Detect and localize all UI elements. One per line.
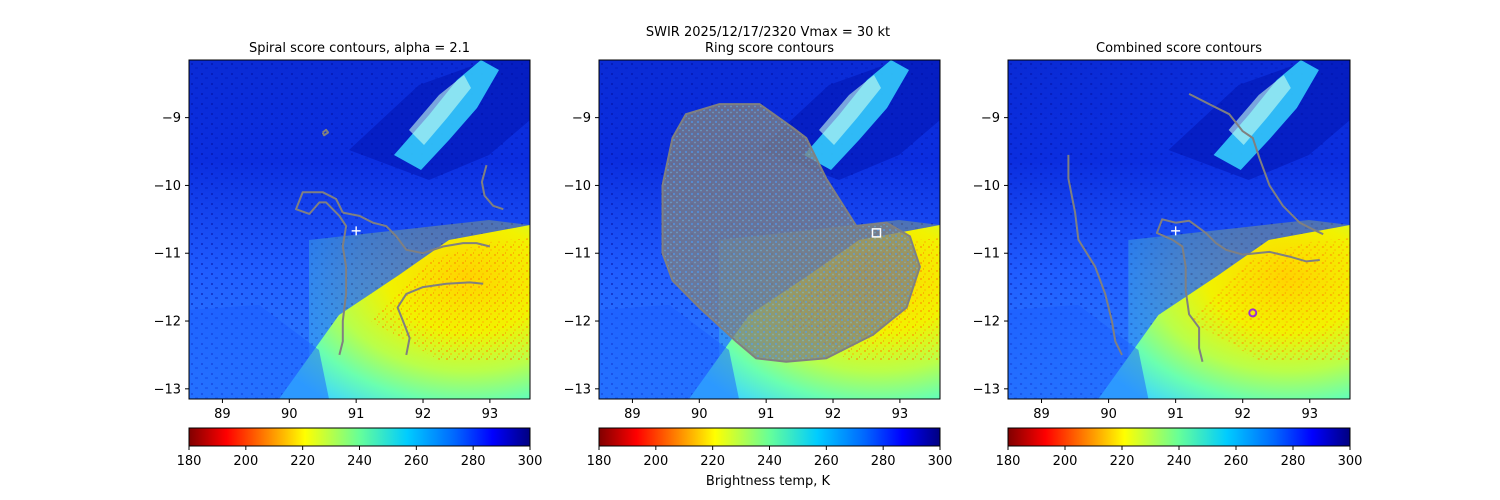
- colorbar-tick-label: 260: [814, 454, 839, 469]
- y-tick-label: −9: [981, 111, 1000, 126]
- y-tick-label: −12: [973, 315, 1000, 330]
- colorbar: 180 200 220 240 260 280 300: [177, 427, 543, 469]
- y-tick-label: −12: [154, 315, 181, 330]
- colorbar-tick-label: 180: [996, 454, 1021, 469]
- axes-frame: [188, 59, 531, 400]
- colorbar-tick-label: 200: [643, 454, 668, 469]
- score-contour: [1067, 154, 1123, 356]
- colorbar-tick-label: 220: [290, 454, 315, 469]
- colorbar-tick-label: 300: [1338, 454, 1363, 469]
- colorbar-tick-label: 200: [1053, 454, 1078, 469]
- y-tick-label: −11: [154, 247, 181, 262]
- colorbar-tick-label: 180: [587, 454, 612, 469]
- colorbar-tick-label: 220: [700, 454, 725, 469]
- colorbar-label: Brightness temp, K: [706, 474, 831, 489]
- x-tick-label: 93: [1301, 407, 1318, 422]
- x-tick-label: 89: [214, 407, 231, 422]
- center-marker: [1171, 226, 1181, 236]
- colorbar-tick-label: 240: [1167, 454, 1192, 469]
- x-tick-label: 91: [348, 407, 365, 422]
- y-tick-label: −12: [564, 315, 591, 330]
- center-marker: [351, 226, 361, 236]
- y-tick-label: −9: [162, 111, 181, 126]
- colorbar-tick-label: 300: [928, 454, 953, 469]
- colorbar-tick-label: 280: [871, 454, 896, 469]
- x-tick-label: 90: [691, 407, 708, 422]
- colorbar: 180 200 220 240 260 280 300: [996, 427, 1363, 469]
- y-tick-label: −10: [973, 179, 1000, 194]
- combined-panel: Combined score contours 89 90 91 92 93 −9 −10 −1…: [973, 41, 1363, 469]
- x-tick-label: 89: [624, 407, 641, 422]
- colorbar-tick-label: 260: [1224, 454, 1249, 469]
- y-tick-label: −9: [572, 111, 591, 126]
- y-tick-label: −11: [564, 247, 591, 262]
- x-tick-label: 90: [281, 407, 298, 422]
- colorbar-tick-label: 200: [233, 454, 258, 469]
- colorbar: 180 200 220 240 260 280 300: [587, 427, 953, 469]
- y-tick-label: −13: [973, 382, 1000, 397]
- y-tick-label: −10: [154, 179, 181, 194]
- brightness-temp-image: [599, 60, 940, 399]
- colorbar-tick-label: 300: [518, 454, 543, 469]
- panel-title: Combined score contours: [1096, 41, 1262, 56]
- colorbar-tick-label: 220: [1110, 454, 1135, 469]
- colorbar-tick-label: 240: [347, 454, 372, 469]
- y-tick-label: −11: [973, 247, 1000, 262]
- max-score-marker: [1248, 308, 1258, 318]
- x-tick-label: 91: [1167, 407, 1184, 422]
- score-contour: [1175, 219, 1320, 263]
- y-tick-label: −10: [564, 179, 591, 194]
- axes-frame: [1007, 59, 1351, 400]
- colorbar-tick-label: 260: [404, 454, 429, 469]
- x-tick-label: 92: [415, 407, 432, 422]
- spiral-panel: Spiral score contours, alpha = 2.1 89 90 91…: [154, 41, 543, 469]
- y-tick-label: −13: [564, 382, 591, 397]
- x-tick-label: 91: [758, 407, 775, 422]
- axes-frame: [598, 59, 941, 400]
- score-contour: [342, 211, 491, 255]
- ring-panel: Ring score contours 89 90 91 92 93 −9 −10 −11 −12…: [564, 41, 953, 469]
- x-tick-label: 92: [1234, 407, 1251, 422]
- x-tick-label: 92: [825, 407, 842, 422]
- panel-title: Spiral score contours, alpha = 2.1: [249, 41, 470, 56]
- figure-title: SWIR 2025/12/17/2320 Vmax = 30 kt: [646, 25, 890, 40]
- x-tick-label: 93: [892, 407, 909, 422]
- panel-title: Ring score contours: [705, 41, 834, 56]
- brightness-temp-image: [1008, 60, 1350, 399]
- colorbar-tick-label: 280: [1281, 454, 1306, 469]
- y-tick-label: −13: [154, 382, 181, 397]
- x-tick-label: 93: [482, 407, 499, 422]
- score-contour: [396, 281, 484, 356]
- colorbar-tick-label: 280: [461, 454, 486, 469]
- score-contour: [1188, 93, 1324, 236]
- colorbar-tick-label: 240: [757, 454, 782, 469]
- brightness-temp-image: [189, 60, 530, 399]
- ring-contour-region: [661, 103, 921, 363]
- score-contour: [295, 191, 348, 356]
- score-contour: [1155, 218, 1204, 362]
- colorbar-tick-label: 180: [177, 454, 202, 469]
- score-contour: [480, 164, 504, 211]
- score-contour: [321, 128, 330, 137]
- x-tick-label: 90: [1100, 407, 1117, 422]
- center-marker: [871, 228, 882, 238]
- x-tick-label: 89: [1033, 407, 1050, 422]
